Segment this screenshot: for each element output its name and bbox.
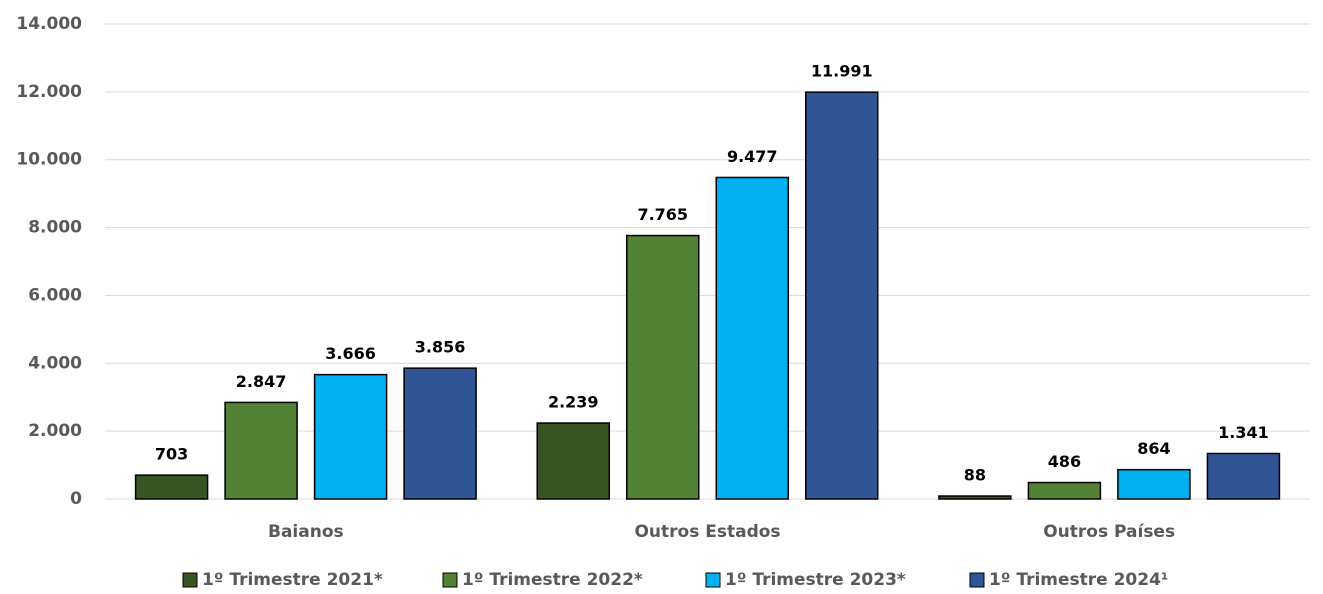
- bar: [1027, 481, 1102, 500]
- bar: [805, 91, 879, 500]
- bar: [536, 422, 610, 500]
- data-label: 864: [1137, 439, 1170, 458]
- bar: [134, 474, 209, 500]
- data-label: 703: [155, 445, 188, 464]
- bar: [313, 373, 388, 500]
- legend-label: 1º Trimestre 2024¹: [989, 570, 1168, 590]
- y-tick-label: 2.000: [28, 421, 82, 441]
- y-tick-label: 4.000: [28, 353, 82, 373]
- legend-label: 1º Trimestre 2023*: [725, 570, 906, 590]
- x-tick-label: Baianos: [268, 522, 344, 542]
- y-tick-label: 10.000: [16, 150, 82, 170]
- bar: [938, 495, 1012, 500]
- y-tick-label: 8.000: [28, 218, 82, 238]
- bar: [1206, 452, 1281, 500]
- bar: [224, 401, 298, 500]
- legend-swatch: [182, 572, 198, 588]
- data-label: 2.847: [236, 372, 287, 391]
- x-tick-label: Outros Países: [1043, 522, 1175, 542]
- x-tick-label: Outros Estados: [634, 522, 780, 542]
- data-label: 486: [1048, 452, 1081, 471]
- legend-swatch: [705, 572, 721, 588]
- bar: [1117, 468, 1191, 500]
- data-label: 3.666: [325, 344, 376, 363]
- y-tick-label: 14.000: [16, 14, 82, 34]
- bar: [626, 234, 700, 500]
- legend-label: 1º Trimestre 2021*: [202, 570, 383, 590]
- data-label: 88: [964, 466, 986, 485]
- data-label: 3.856: [415, 338, 466, 357]
- legend-swatch: [969, 572, 985, 588]
- bar: [403, 367, 477, 500]
- data-label: 11.991: [811, 62, 873, 81]
- data-label: 1.341: [1218, 423, 1269, 442]
- data-label: 9.477: [727, 147, 778, 166]
- data-label: 7.765: [637, 205, 688, 224]
- y-tick-label: 6.000: [28, 285, 82, 305]
- bar: [715, 176, 789, 500]
- legend-swatch: [442, 572, 458, 588]
- y-tick-label: 0: [70, 489, 82, 509]
- legend-label: 1º Trimestre 2022*: [462, 570, 643, 590]
- y-tick-label: 12.000: [16, 82, 82, 102]
- data-label: 2.239: [548, 393, 599, 412]
